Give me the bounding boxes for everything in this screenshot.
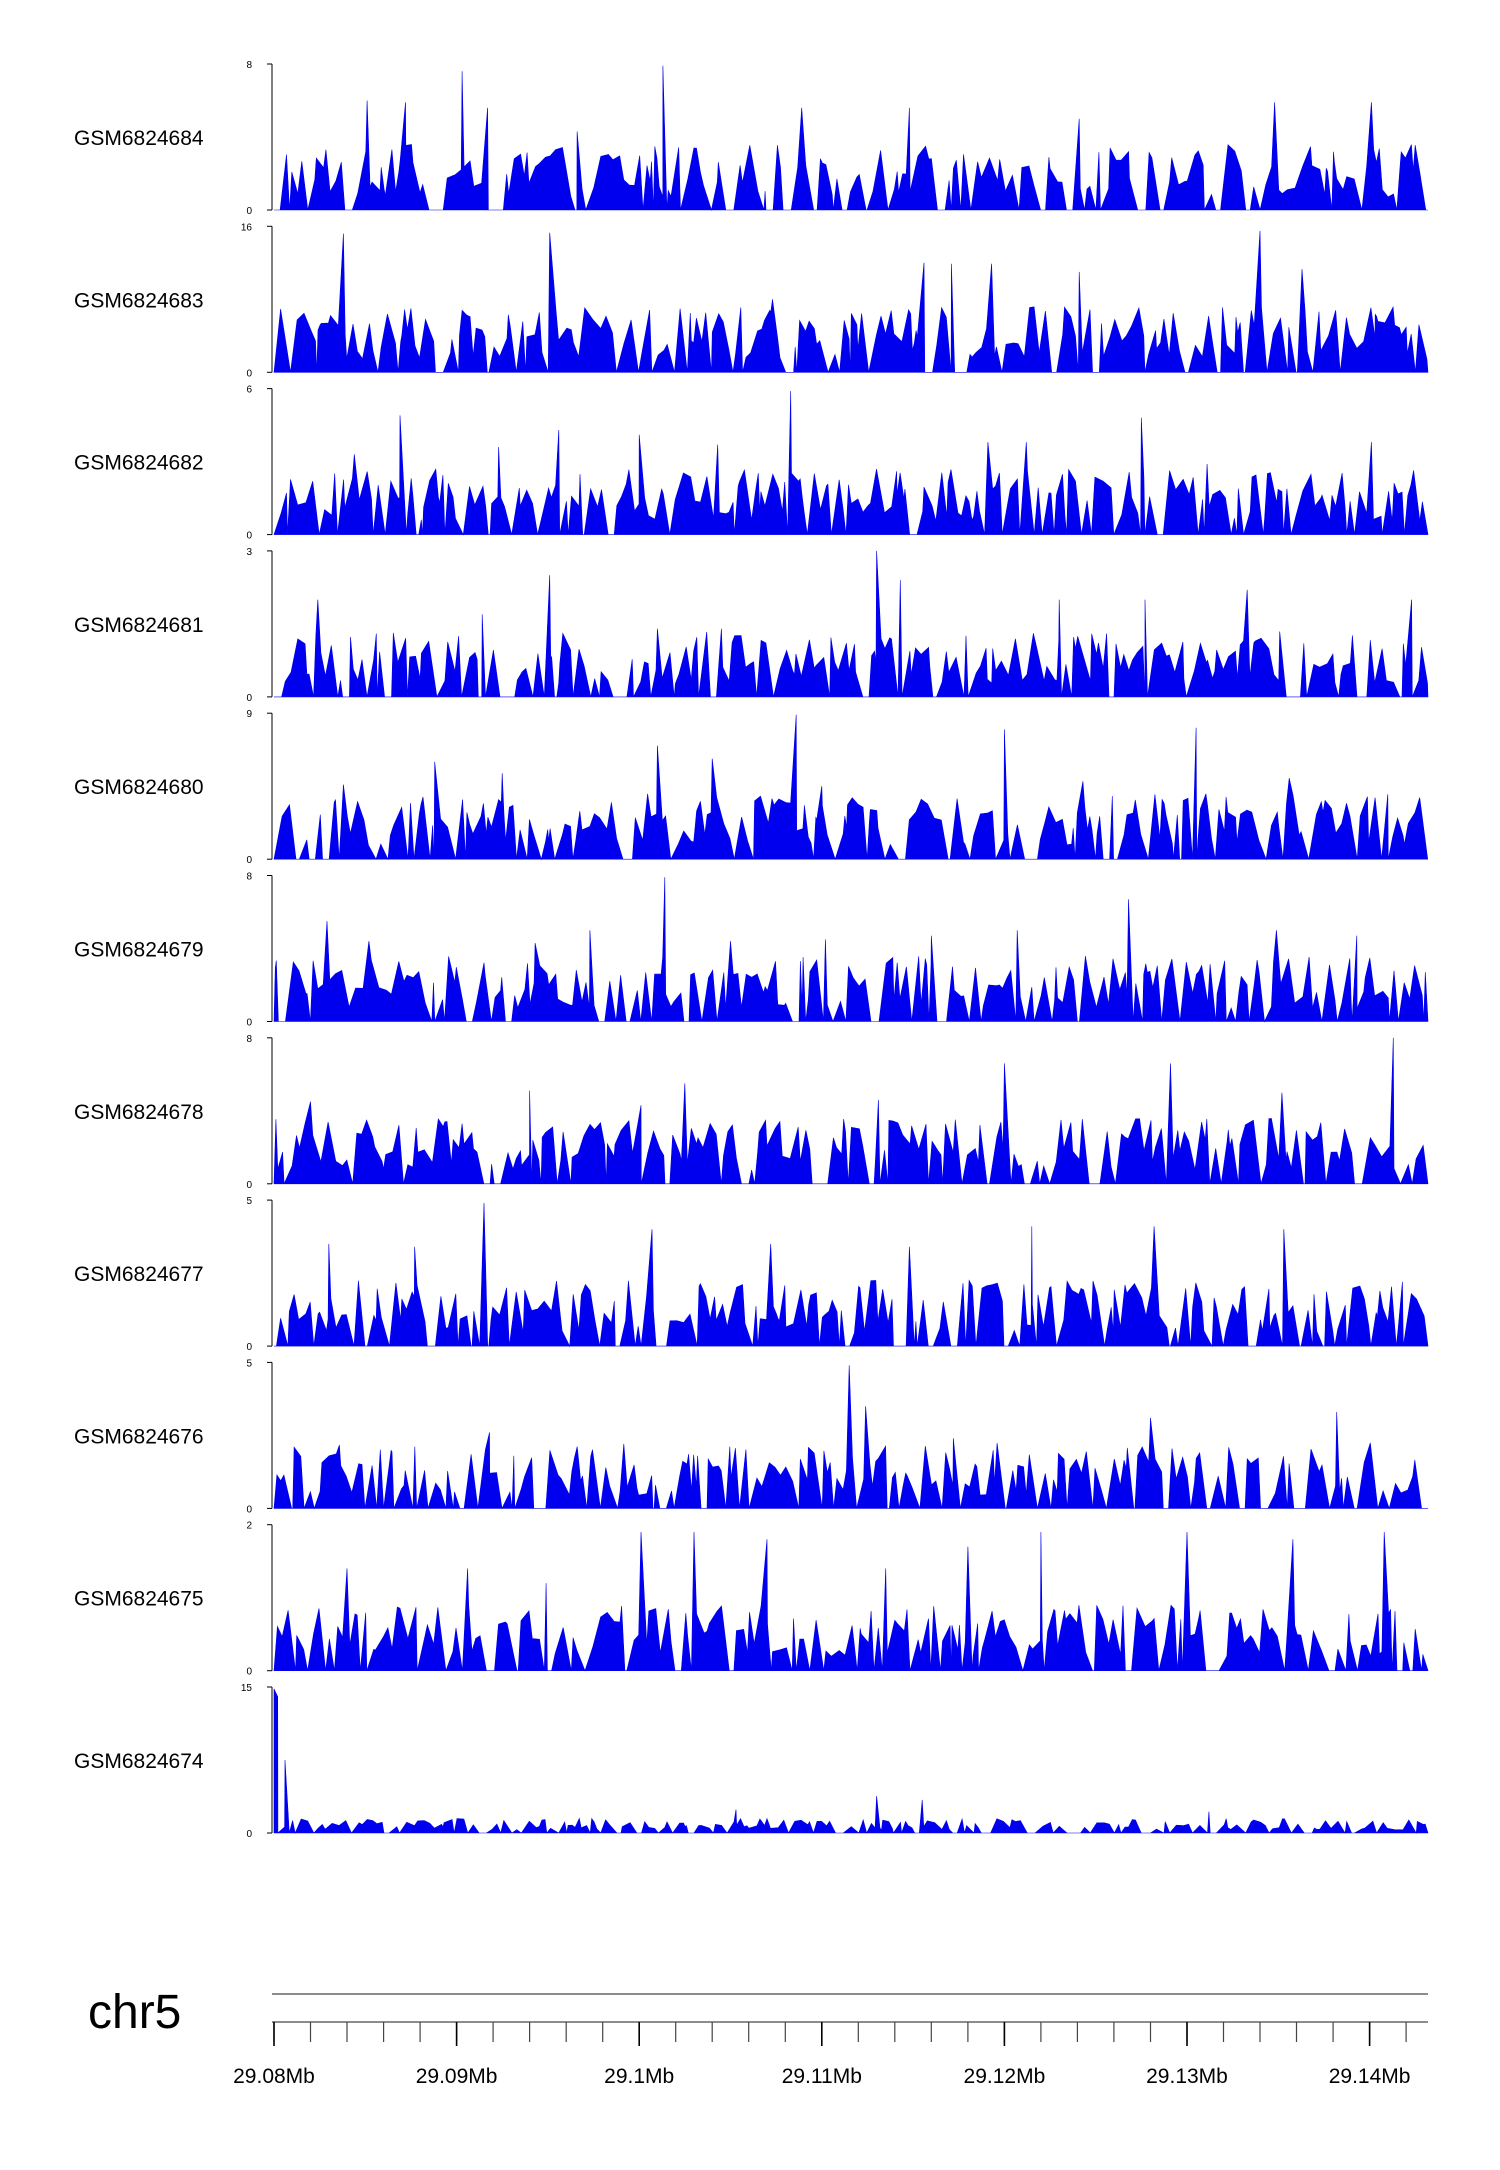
y-tick-label-min: 0 xyxy=(246,1342,252,1353)
y-tick-label-max: 15 xyxy=(241,1683,253,1694)
y-tick-label-max: 6 xyxy=(246,385,252,396)
track-label: GSM6824683 xyxy=(74,289,204,312)
y-tick-label-max: 3 xyxy=(246,547,252,558)
x-tick-label: 29.11Mb xyxy=(782,2065,862,2088)
track-GSM6824678: GSM6824678 8 0 xyxy=(74,1034,1429,1191)
x-tick-label: 29.1Mb xyxy=(604,2065,674,2088)
track-GSM6824684: GSM6824684 8 0 xyxy=(74,60,1428,217)
signal-tracks: GSM682468480GSM6824683160GSM682468260GSM… xyxy=(74,60,1429,1840)
signal-area xyxy=(273,1531,1429,1672)
y-tick-label-min: 0 xyxy=(246,531,252,542)
y-tick-label-max: 8 xyxy=(246,60,252,71)
track-label: GSM6824677 xyxy=(74,1263,204,1286)
track-GSM6824679: GSM6824679 8 0 xyxy=(74,872,1429,1029)
y-tick-label-max: 5 xyxy=(246,1196,252,1207)
y-tick-label-max: 9 xyxy=(246,709,252,720)
track-label: GSM6824676 xyxy=(74,1425,204,1448)
x-tick-label: 29.09Mb xyxy=(416,2065,498,2088)
track-label: GSM6824680 xyxy=(74,776,204,799)
y-tick-label-min: 0 xyxy=(246,1667,252,1678)
x-tick-label: 29.13Mb xyxy=(1146,2065,1228,2088)
y-tick-label-min: 0 xyxy=(246,1180,252,1191)
signal-area xyxy=(273,1037,1429,1185)
track-GSM6824681: GSM6824681 3 0 xyxy=(74,547,1429,704)
x-tick-label: 29.14Mb xyxy=(1329,2065,1411,2088)
y-tick-label-min: 0 xyxy=(246,1018,252,1029)
track-GSM6824682: GSM6824682 6 0 xyxy=(74,385,1429,542)
y-tick-label-max: 2 xyxy=(246,1521,252,1532)
x-tick-label: 29.08Mb xyxy=(233,2065,315,2088)
y-tick-label-max: 16 xyxy=(241,222,253,233)
track-GSM6824676: GSM6824676 5 0 xyxy=(74,1358,1428,1515)
signal-area xyxy=(274,65,1428,212)
track-GSM6824677: GSM6824677 5 0 xyxy=(74,1196,1429,1353)
genome-axis: chr5 29.08Mb 29.09Mb 29.1Mb 29.11Mb 29.12Mb 2… xyxy=(88,1986,1428,2088)
signal-area xyxy=(273,714,1428,861)
y-tick-label-min: 0 xyxy=(246,368,252,379)
track-label: GSM6824681 xyxy=(74,614,204,637)
signal-area xyxy=(273,390,1429,536)
y-tick-label-min: 0 xyxy=(246,1829,252,1840)
signal-area xyxy=(274,550,1429,698)
signal-area xyxy=(273,1365,1428,1510)
y-tick-label-min: 0 xyxy=(246,855,252,866)
y-tick-label-min: 0 xyxy=(246,206,252,217)
track-GSM6824675: GSM6824675 2 0 xyxy=(74,1521,1429,1678)
track-GSM6824683: GSM6824683 16 0 xyxy=(74,222,1429,379)
signal-area xyxy=(274,1202,1429,1348)
track-label: GSM6824674 xyxy=(74,1750,204,1773)
track-label: GSM6824682 xyxy=(74,452,204,475)
signal-area xyxy=(273,230,1429,374)
track-label: GSM6824679 xyxy=(74,939,204,962)
track-GSM6824680: GSM6824680 9 0 xyxy=(74,709,1428,866)
track-label: GSM6824675 xyxy=(74,1588,204,1611)
y-tick-label-min: 0 xyxy=(246,1504,252,1515)
signal-area xyxy=(273,1688,1429,1835)
track-label: GSM6824678 xyxy=(74,1101,204,1124)
y-tick-label-max: 8 xyxy=(246,1034,252,1045)
y-tick-label-max: 5 xyxy=(246,1358,252,1369)
track-label: GSM6824684 xyxy=(74,127,204,150)
x-tick-label: 29.12Mb xyxy=(964,2065,1046,2088)
y-tick-label-max: 8 xyxy=(246,872,252,883)
y-tick-label-min: 0 xyxy=(246,693,252,704)
chromosome-label: chr5 xyxy=(88,1986,181,2039)
x-ticks: 29.08Mb 29.09Mb 29.1Mb 29.11Mb 29.12Mb 29.13M… xyxy=(233,2022,1410,2088)
track-GSM6824674: GSM6824674 15 0 xyxy=(74,1683,1429,1840)
signal-area xyxy=(273,877,1429,1023)
